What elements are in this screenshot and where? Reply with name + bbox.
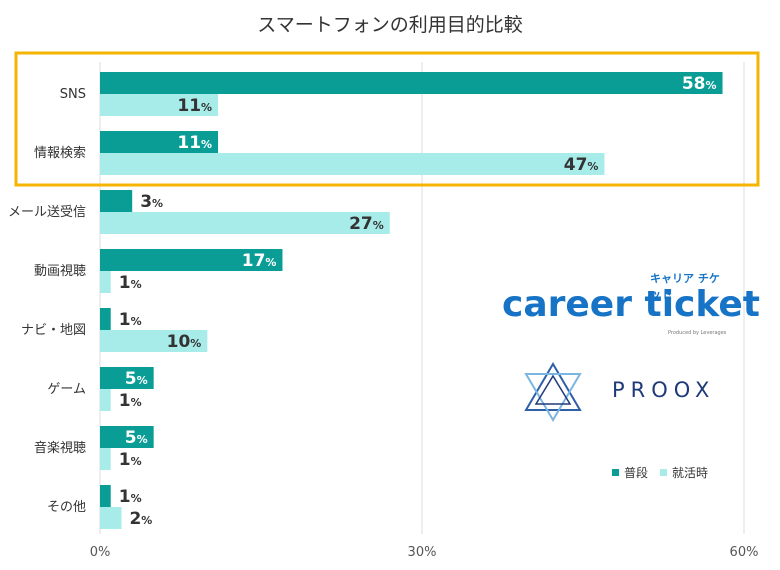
category-label: SNS [60,87,86,102]
bar [100,448,111,470]
data-label: 3% [140,192,163,212]
data-label: 2% [129,509,152,529]
legend-label-normal: 普段 [624,466,649,480]
bar [100,308,111,330]
bar [100,72,723,94]
data-label: 10% [167,332,202,352]
chart-legend: 普段 就活時 [612,464,708,481]
data-label: 5% [125,428,148,448]
data-label: 1% [119,487,142,507]
bar [100,190,133,212]
category-label: メール送受信 [8,205,86,220]
x-tick-label: 60% [730,545,759,560]
bar [100,367,154,389]
legend-label-job-hunting: 就活時 [672,466,709,480]
category-label: 音楽視聴 [34,440,86,456]
career-ticket-kana-logo: キャリア チケット [650,272,720,301]
data-label: 5% [125,369,148,389]
bar [100,389,111,411]
data-label: 11% [177,96,212,116]
bar [100,212,390,234]
bar [100,507,122,529]
data-label: 11% [177,133,212,153]
category-label: 動画視聴 [34,264,86,279]
bar [100,330,208,352]
bar [100,249,283,271]
bar [100,485,111,507]
data-label: 17% [242,251,277,271]
proox-logo: PROOX [612,378,716,402]
bar [100,153,605,175]
legend-item-job-hunting: 就活時 [660,464,708,481]
category-label: 情報検索 [34,146,86,161]
highlight-box [14,51,760,187]
bar [100,131,219,153]
data-label: 1% [119,391,142,411]
bar [100,271,111,293]
data-label: 1% [119,450,142,470]
data-label: 1% [119,273,142,293]
bar [100,426,154,448]
data-label: 58% [682,74,717,94]
data-label: 27% [349,214,384,234]
career-ticket-tagline: Produced by Leverages [668,330,727,336]
legend-swatch-job-hunting [660,469,668,476]
x-tick-label: 30% [408,545,437,560]
bar [100,94,219,116]
career-ticket-logo: career ticket [502,284,760,325]
data-label: 1% [119,310,142,330]
category-label: ゲーム [47,382,86,397]
chart-title: スマートフォンの利用目的比較 [257,14,523,36]
proox-emblem-icon [524,362,582,422]
x-tick-label: 0% [90,545,111,560]
legend-item-normal: 普段 [612,464,648,481]
category-label: その他 [47,500,86,515]
category-label: ナビ・地図 [21,323,86,338]
legend-swatch-normal [612,469,619,476]
data-label: 47% [564,155,599,175]
